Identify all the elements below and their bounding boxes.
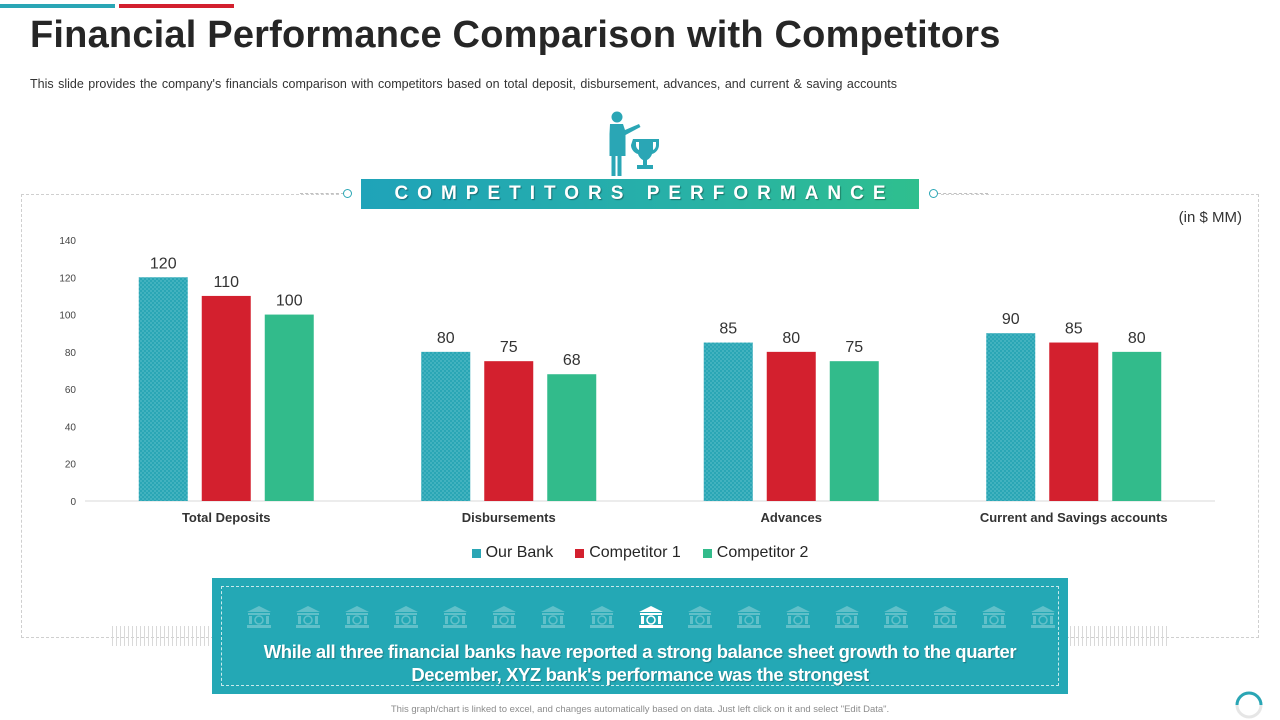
bank-icon	[246, 605, 272, 634]
legend-item: Competitor 2	[702, 544, 809, 562]
data-label: 80	[782, 330, 800, 347]
bar-competitor-2	[547, 374, 597, 501]
x-category-label: Current and Savings accounts	[980, 510, 1168, 525]
bank-icon	[932, 605, 958, 634]
legend-label: Competitor 2	[716, 544, 809, 561]
page-title: Financial Performance Comparison with Co…	[30, 14, 1001, 56]
bank-icon	[736, 605, 762, 634]
presenter-trophy-icon	[609, 111, 659, 176]
bar-our-bank	[703, 342, 753, 501]
y-tick-label: 60	[65, 385, 77, 396]
bank-icon	[540, 605, 566, 634]
y-tick-label: 80	[65, 348, 77, 359]
connector-dot-right	[929, 189, 938, 198]
data-label: 100	[276, 293, 303, 310]
summary-callout: While all three financial banks have rep…	[212, 578, 1068, 694]
page-subtitle: This slide provides the company's financ…	[30, 77, 897, 91]
data-label: 110	[213, 274, 239, 291]
bar-competitor-1	[484, 361, 534, 501]
y-tick-label: 100	[59, 311, 76, 322]
bar-our-bank	[138, 277, 188, 501]
callout-line-2: December, XYZ bank's performance was the…	[411, 664, 869, 685]
bank-icon	[834, 605, 860, 634]
banner-title: COMPETITORS PERFORMANCE	[394, 183, 895, 204]
callout-text: While all three financial banks have rep…	[222, 640, 1058, 686]
bar-our-bank	[986, 333, 1036, 501]
data-label: 80	[1128, 330, 1146, 347]
bank-icon	[687, 605, 713, 634]
top-accent-teal	[0, 4, 115, 8]
chart-legend: Our Bank Competitor 1 Competitor 2	[0, 544, 1280, 562]
unit-label: (in $ MM)	[1178, 209, 1242, 226]
y-tick-label: 20	[65, 460, 77, 471]
banner-connector-left	[300, 193, 344, 194]
bar-competitor-1	[201, 295, 251, 501]
data-label: 85	[719, 321, 737, 338]
loading-ring-icon	[1235, 691, 1263, 719]
bar-competitor-2	[829, 361, 879, 501]
bar-competitor-1	[766, 351, 816, 501]
competitors-performance-banner: COMPETITORS PERFORMANCE	[361, 179, 919, 209]
legend-label: Our Bank	[485, 544, 554, 561]
legend-swatch	[471, 548, 481, 558]
data-label: 68	[563, 352, 581, 369]
bar-competitor-1	[1049, 342, 1099, 501]
bank-icon	[393, 605, 419, 634]
bank-icon	[491, 605, 517, 634]
data-label: 90	[1002, 311, 1020, 328]
data-label: 80	[437, 330, 455, 347]
bank-icon	[981, 605, 1007, 634]
bank-icon	[883, 605, 909, 634]
legend-item: Competitor 1	[575, 544, 681, 562]
legend-label: Competitor 1	[589, 544, 681, 561]
legend-item: Our Bank	[471, 544, 554, 562]
legend-swatch	[702, 548, 712, 558]
bank-icon	[785, 605, 811, 634]
bank-icon	[295, 605, 321, 634]
data-label: 75	[845, 339, 863, 356]
legend-swatch	[575, 548, 585, 558]
bar-competitor-2	[264, 314, 314, 501]
x-category-label: Total Deposits	[182, 510, 271, 525]
footnote: This graph/chart is linked to excel, and…	[390, 704, 890, 715]
data-label: 120	[150, 255, 177, 272]
y-tick-label: 40	[65, 422, 77, 433]
callout-line-1: While all three financial banks have rep…	[263, 641, 1017, 662]
connector-dot-left	[343, 189, 352, 198]
banner-connector-right	[938, 193, 988, 194]
bank-icon	[442, 605, 468, 634]
decorative-stripes-right	[1070, 626, 1168, 646]
bar-competitor-2	[1112, 351, 1162, 501]
y-tick-label: 120	[59, 273, 76, 284]
bar-our-bank	[421, 351, 471, 501]
data-label: 85	[1065, 321, 1083, 338]
bank-dollar-icon	[638, 605, 664, 634]
x-category-label: Advances	[761, 510, 822, 525]
decorative-stripes-left	[112, 626, 210, 646]
bank-icon	[1030, 605, 1056, 634]
callout-border: While all three financial banks have rep…	[221, 586, 1059, 686]
y-tick-label: 0	[70, 497, 76, 508]
bank-icon	[589, 605, 615, 634]
bank-icon	[344, 605, 370, 634]
top-accent-red	[119, 4, 234, 8]
data-label: 75	[500, 339, 518, 356]
x-category-label: Disbursements	[462, 510, 556, 525]
y-tick-label: 140	[59, 236, 76, 247]
